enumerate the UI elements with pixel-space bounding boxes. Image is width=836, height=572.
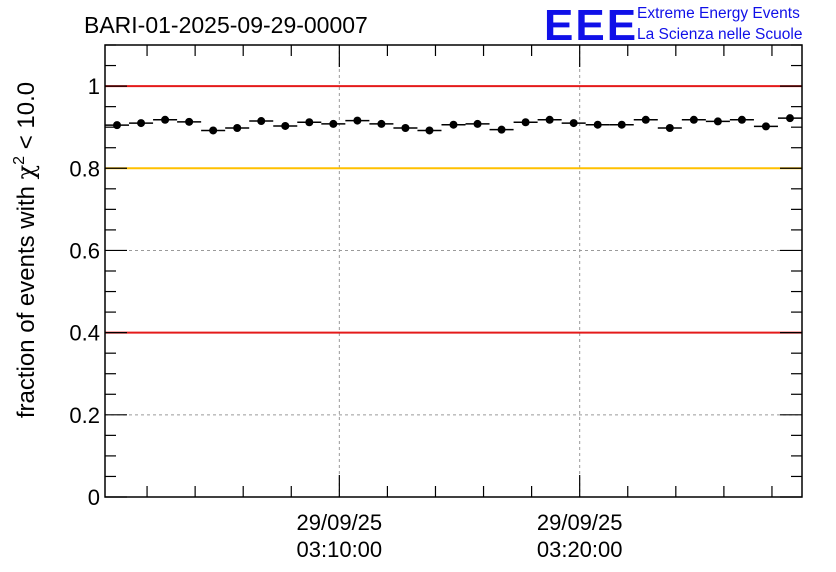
data-point <box>393 124 418 133</box>
data-point-marker <box>473 119 482 128</box>
data-point-marker <box>353 116 362 125</box>
data-point <box>609 120 634 129</box>
data-point-marker <box>113 121 122 130</box>
data-point-marker <box>161 115 170 124</box>
y-axis-label-chi: χ <box>12 164 40 179</box>
data-point <box>129 119 154 128</box>
y-tick-label: 0 <box>88 485 100 510</box>
data-point-marker <box>665 124 674 133</box>
x-tick-label-time: 03:20:00 <box>537 537 623 562</box>
logo-line1: Extreme Energy Events <box>637 5 800 22</box>
data-point-marker <box>401 124 410 133</box>
data-point-marker <box>497 125 506 134</box>
data-point <box>105 121 130 130</box>
data-point-marker <box>305 118 314 127</box>
logo-line2: La Scienza nelle Scuole <box>637 26 802 43</box>
data-point <box>273 121 298 130</box>
y-axis-label-pre: fraction of events with <box>13 179 40 418</box>
data-point-marker <box>449 120 458 129</box>
data-point-marker <box>137 119 146 128</box>
data-point <box>777 114 802 123</box>
y-tick-label: 0.4 <box>69 321 100 346</box>
y-axis: 0 0.2 0.4 0.6 0.8 1 <box>69 44 802 510</box>
data-point <box>657 124 682 133</box>
data-point <box>153 115 178 124</box>
data-point <box>633 115 658 124</box>
y-axis-label-sup: 2 <box>11 156 28 165</box>
data-point-marker <box>545 115 554 124</box>
data-point <box>297 118 322 127</box>
data-point-marker <box>641 115 650 124</box>
data-point <box>729 115 754 124</box>
data-point-marker <box>593 120 602 129</box>
y-tick-label: 0.6 <box>69 238 100 263</box>
data-point <box>321 119 346 128</box>
y-axis-label-post: < 10.0 <box>13 82 40 156</box>
data-point-marker <box>737 115 746 124</box>
data-point <box>177 117 202 126</box>
data-point <box>561 119 586 128</box>
data-point <box>489 125 514 134</box>
data-point-marker <box>521 118 530 127</box>
data-point-marker <box>185 117 194 126</box>
data-point-marker <box>761 122 770 131</box>
reference-lines <box>105 85 802 334</box>
y-tick-label: 0.8 <box>69 156 100 181</box>
grid-lines <box>105 45 802 497</box>
x-tick-label-date: 29/09/25 <box>537 510 623 535</box>
y-tick-label: 0.2 <box>69 403 100 428</box>
data-point-marker <box>425 126 434 135</box>
data-point-marker <box>281 121 290 130</box>
x-tick-label-time: 03:10:00 <box>297 537 383 562</box>
data-point-marker <box>617 120 626 129</box>
data-point <box>513 118 538 127</box>
y-axis-label: fraction of events with χ2 < 10.0 <box>11 82 40 418</box>
y-tick-label: 1 <box>88 74 100 99</box>
data-point-marker <box>209 126 218 135</box>
data-point <box>753 122 778 131</box>
eee-logo: EEE Extreme Energy Events La Scienza nel… <box>544 1 802 50</box>
data-point-marker <box>713 117 722 126</box>
data-point <box>369 119 394 128</box>
chart-title: BARI-01-2025-09-29-00007 <box>84 12 368 38</box>
plot-frame <box>104 44 803 498</box>
data-point <box>249 117 274 126</box>
data-point-marker <box>377 119 386 128</box>
data-point-marker <box>785 114 794 123</box>
data-point-marker <box>233 124 242 133</box>
logo-mark: EEE <box>544 1 638 50</box>
data-point <box>705 117 730 126</box>
data-point-marker <box>329 119 338 128</box>
x-tick-label-date: 29/09/25 <box>297 510 383 535</box>
data-point-marker <box>689 115 698 124</box>
data-point <box>345 116 370 125</box>
data-point <box>537 115 562 124</box>
data-point <box>465 119 490 128</box>
data-point-marker <box>257 117 266 126</box>
data-points <box>105 114 802 135</box>
data-point-marker <box>569 119 578 128</box>
data-point <box>225 124 250 133</box>
data-point <box>585 120 610 129</box>
data-point <box>417 126 442 135</box>
data-point <box>201 126 226 135</box>
data-point <box>681 115 706 124</box>
data-point <box>441 120 466 129</box>
